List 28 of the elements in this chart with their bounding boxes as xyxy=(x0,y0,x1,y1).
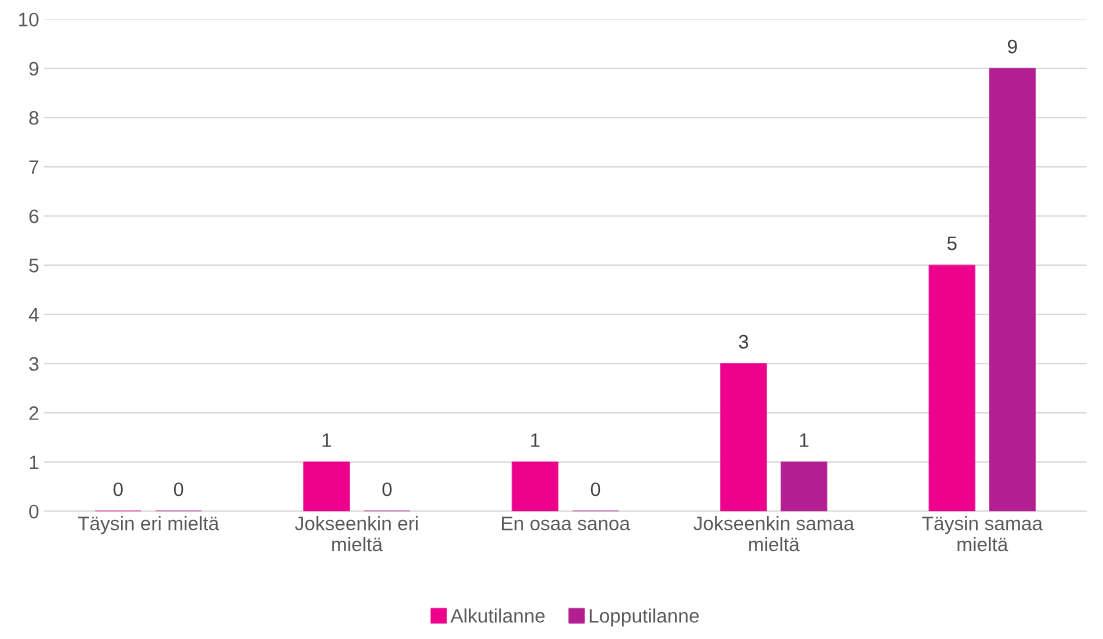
data-label: 5 xyxy=(947,236,957,251)
y-tick-label: 5 xyxy=(29,258,39,273)
y-tick-label: 0 xyxy=(29,504,39,519)
data-label: 1 xyxy=(531,433,540,447)
y-tick-label: 4 xyxy=(28,308,39,322)
data-label: 0 xyxy=(382,482,392,497)
y-tick-label: 9 xyxy=(29,61,39,76)
data-label: 0 xyxy=(113,482,123,497)
data-label: 0 xyxy=(173,482,184,497)
legend-label: Alkutilanne xyxy=(450,608,545,623)
data-label: 1 xyxy=(800,433,809,447)
y-tick-label: 10 xyxy=(19,12,39,27)
y-tick-label: 6 xyxy=(29,209,39,224)
y-tick-label: 3 xyxy=(29,357,39,371)
x-tick-label: En osaa sanoa xyxy=(502,516,631,531)
data-label: 0 xyxy=(590,482,601,497)
y-tick-label: 7 xyxy=(29,160,39,174)
data-label: 3 xyxy=(738,334,749,349)
data-label: 9 xyxy=(1007,39,1017,54)
legend-label: Lopputilanne xyxy=(589,608,699,627)
x-tick-label: Jokseenkin eri mieltä xyxy=(294,516,418,552)
y-tick-label: 8 xyxy=(29,111,39,125)
x-tick-label: Täysin eri mieltä xyxy=(78,516,220,535)
y-tick-label: 2 xyxy=(29,406,39,420)
y-tick-label: 1 xyxy=(29,455,39,470)
data-label: 1 xyxy=(322,433,332,447)
x-tick-label: Täysin samaa mieltä xyxy=(922,516,1043,552)
x-tick-label: Jokseenkin samaa mieltä xyxy=(693,516,855,552)
